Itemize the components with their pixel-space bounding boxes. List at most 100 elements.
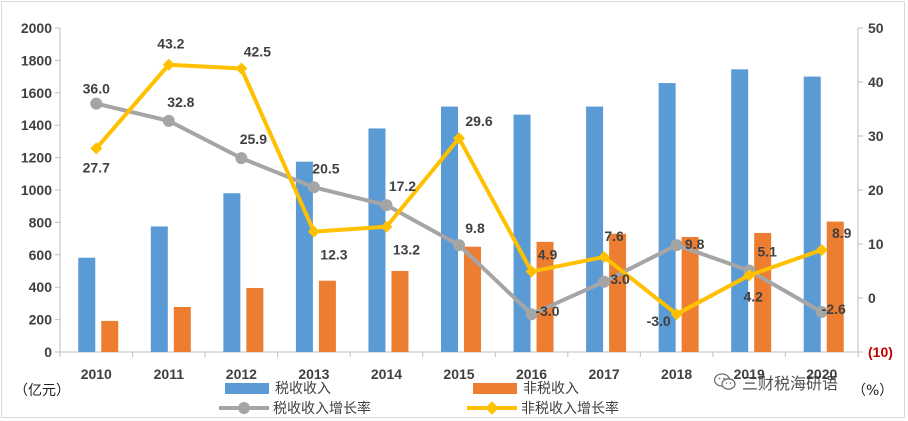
y-tick-label-left: 1800: [21, 52, 52, 68]
y-tick-label-left: 1200: [21, 150, 52, 166]
y-tick-label-right: 40: [868, 74, 884, 90]
bar-nontax-revenue: [318, 280, 336, 352]
bar-tax-revenue: [295, 161, 313, 352]
data-label-tax-growth: 3.0: [610, 271, 630, 287]
x-tick-label: 2010: [81, 366, 112, 382]
data-label-nontax-growth: -3.0: [647, 313, 671, 329]
point-nontax-growth: [743, 269, 756, 282]
data-label-tax-growth: 20.5: [312, 160, 339, 176]
y-tick-label-left: 1400: [21, 117, 52, 133]
x-tick-label: 2014: [371, 366, 402, 382]
data-label-tax-growth: 36.0: [83, 81, 110, 97]
y-tick-label-right: (10): [868, 344, 893, 360]
y-tick-label-left: 0: [44, 344, 52, 360]
x-tick-label: 2017: [589, 366, 620, 382]
data-label-nontax-growth: 4.9: [538, 247, 558, 263]
legend: 税收收入 非税收入 税收收入增长率 非税收入增长率: [219, 378, 695, 418]
data-label-tax-growth: 9.8: [685, 236, 705, 252]
point-tax-growth: [525, 308, 538, 321]
bar-tax-revenue: [513, 114, 531, 352]
legend-swatch-nontax-revenue: [473, 382, 517, 394]
data-label-tax-growth: 25.9: [240, 131, 267, 147]
watermark: 三财税海研语: [714, 370, 838, 394]
y-tick-label-right: 50: [868, 20, 884, 36]
point-tax-growth: [815, 306, 828, 319]
legend-label-nontax-revenue: 非税收入: [523, 381, 579, 397]
bar-nontax-revenue: [101, 320, 119, 352]
data-label-tax-growth: 9.8: [465, 220, 485, 236]
data-label-nontax-growth: 27.7: [83, 159, 110, 175]
legend-item-tax-revenue: 税收收入: [225, 378, 331, 398]
legend-label-tax-growth: 税收收入增长率: [273, 401, 371, 417]
y-tick-label-right: 10: [868, 236, 884, 252]
legend-swatch-tax-revenue: [225, 382, 269, 394]
point-nontax-growth: [598, 250, 611, 263]
y-tick-label-left: 200: [29, 312, 53, 328]
point-nontax-growth: [162, 58, 175, 71]
bar-nontax-revenue: [826, 221, 844, 352]
point-nontax-growth: [670, 308, 683, 321]
data-label-nontax-growth: 42.5: [244, 44, 271, 60]
x-tick-label: 2020: [806, 366, 837, 382]
data-label-nontax-growth: 43.2: [157, 36, 184, 52]
point-nontax-growth: [307, 225, 320, 238]
x-tick-label: 2016: [516, 366, 547, 382]
x-tick-label: 2011: [154, 366, 185, 382]
y-tick-label-right: 0: [868, 290, 876, 306]
watermark-text: 三财税海研语: [742, 374, 839, 393]
right-axis-unit: （%）: [852, 383, 894, 399]
point-nontax-growth: [525, 265, 538, 278]
point-tax-growth: [453, 239, 465, 252]
legend-item-nontax-revenue: 非税收入: [473, 378, 579, 398]
data-label-tax-growth: 17.2: [389, 178, 416, 194]
line-nontax-growth: [94, 62, 823, 317]
y-tick-label-right: 20: [868, 182, 884, 198]
legend-label-nontax-growth: 非税收入增长率: [521, 401, 619, 417]
data-label-nontax-growth: 13.2: [393, 242, 420, 258]
data-label-tax-growth: -2.6: [822, 301, 846, 317]
bar-nontax-revenue: [173, 306, 191, 352]
x-tick-label: 2012: [226, 366, 257, 382]
legend-item-tax-growth: 税收收入增长率: [219, 398, 371, 418]
y-tick-label-left: 1000: [21, 182, 52, 198]
legend-item-nontax-growth: 非税收入增长率: [467, 398, 619, 418]
point-tax-growth: [235, 152, 248, 165]
data-label-nontax-growth: 12.3: [320, 247, 347, 263]
point-nontax-growth: [235, 62, 248, 75]
legend-swatch-tax-growth: [219, 400, 269, 416]
bar-tax-revenue: [78, 257, 96, 352]
x-tick-label: 2015: [443, 366, 474, 382]
bar-nontax-revenue: [609, 233, 627, 352]
data-label-tax-growth: 5.1: [757, 243, 777, 259]
point-nontax-growth: [815, 243, 828, 256]
bar-tax-revenue: [731, 69, 749, 352]
data-label-nontax-growth: 4.2: [743, 288, 763, 304]
y-tick-label-left: 2000: [21, 20, 52, 36]
y-tick-label-left: 600: [29, 247, 53, 263]
bar-nontax-revenue: [754, 232, 772, 352]
x-tick-label: 2013: [298, 366, 329, 382]
bar-tax-revenue: [803, 76, 821, 352]
point-nontax-growth: [453, 132, 465, 145]
bar-nontax-revenue: [681, 236, 699, 352]
point-nontax-growth: [380, 220, 393, 233]
data-label-nontax-growth: 29.6: [465, 113, 492, 129]
y-tick-label-right: 30: [868, 128, 884, 144]
bar-tax-revenue: [150, 226, 168, 352]
legend-label-tax-revenue: 税收收入: [275, 381, 331, 397]
point-tax-growth: [90, 97, 103, 110]
bar-nontax-revenue: [391, 271, 409, 352]
point-tax-growth: [380, 199, 393, 212]
data-label-nontax-growth: 7.6: [604, 228, 624, 244]
x-tick-label: 2018: [661, 366, 692, 382]
bar-tax-revenue: [368, 128, 386, 352]
bar-nontax-revenue: [464, 246, 481, 352]
point-nontax-growth: [90, 142, 103, 155]
data-label-nontax-growth: 8.9: [832, 225, 852, 241]
data-label-tax-growth: -3.0: [535, 303, 559, 319]
bar-tax-revenue: [441, 106, 458, 352]
bar-tax-revenue: [223, 193, 241, 352]
data-label-tax-growth: 32.8: [167, 94, 194, 110]
y-tick-label-left: 400: [29, 279, 53, 295]
